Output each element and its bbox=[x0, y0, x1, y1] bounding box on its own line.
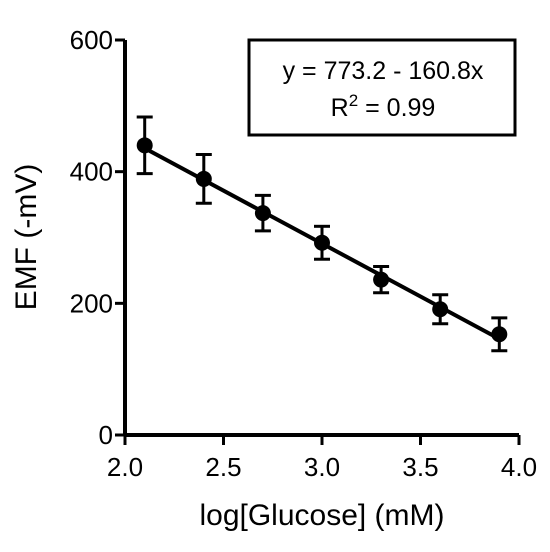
r-squared-value: = 0.99 bbox=[358, 94, 435, 122]
ticks: 2.0 2.5 3.0 3.5 4.0 0 200 400 600 bbox=[70, 25, 537, 482]
y-tick-label: 400 bbox=[70, 157, 113, 187]
data-point bbox=[195, 170, 212, 187]
error-bars-layer bbox=[136, 115, 508, 353]
equation-box-frame bbox=[247, 38, 517, 137]
y-tick-label: 200 bbox=[70, 288, 113, 318]
data-point bbox=[136, 137, 153, 154]
data-point bbox=[491, 326, 508, 343]
data-point bbox=[254, 205, 271, 222]
equation-box: y = 773.2 - 160.8x R2 = 0.99 bbox=[247, 38, 517, 137]
data-points-layer bbox=[136, 137, 508, 343]
y-axis-title: EMF (-mV) bbox=[10, 164, 43, 311]
x-tick-label: 3.0 bbox=[304, 452, 340, 482]
data-point bbox=[432, 301, 449, 318]
x-tick-label: 2.0 bbox=[107, 452, 143, 482]
r-squared-label: R2 = 0.99 bbox=[331, 91, 436, 122]
r-squared-base: R bbox=[331, 94, 349, 122]
x-tick-label: 3.5 bbox=[402, 452, 438, 482]
fit-equation: y = 773.2 - 160.8x bbox=[283, 57, 484, 85]
x-tick-label: 4.0 bbox=[501, 452, 537, 482]
r-squared-superscript: 2 bbox=[349, 91, 358, 110]
data-point bbox=[373, 271, 390, 288]
y-tick-label: 0 bbox=[99, 420, 113, 450]
x-tick-label: 2.5 bbox=[205, 452, 241, 482]
x-axis-title: log[Glucose] (mM) bbox=[199, 499, 444, 532]
y-tick-label: 600 bbox=[70, 25, 113, 55]
data-point bbox=[314, 234, 330, 251]
